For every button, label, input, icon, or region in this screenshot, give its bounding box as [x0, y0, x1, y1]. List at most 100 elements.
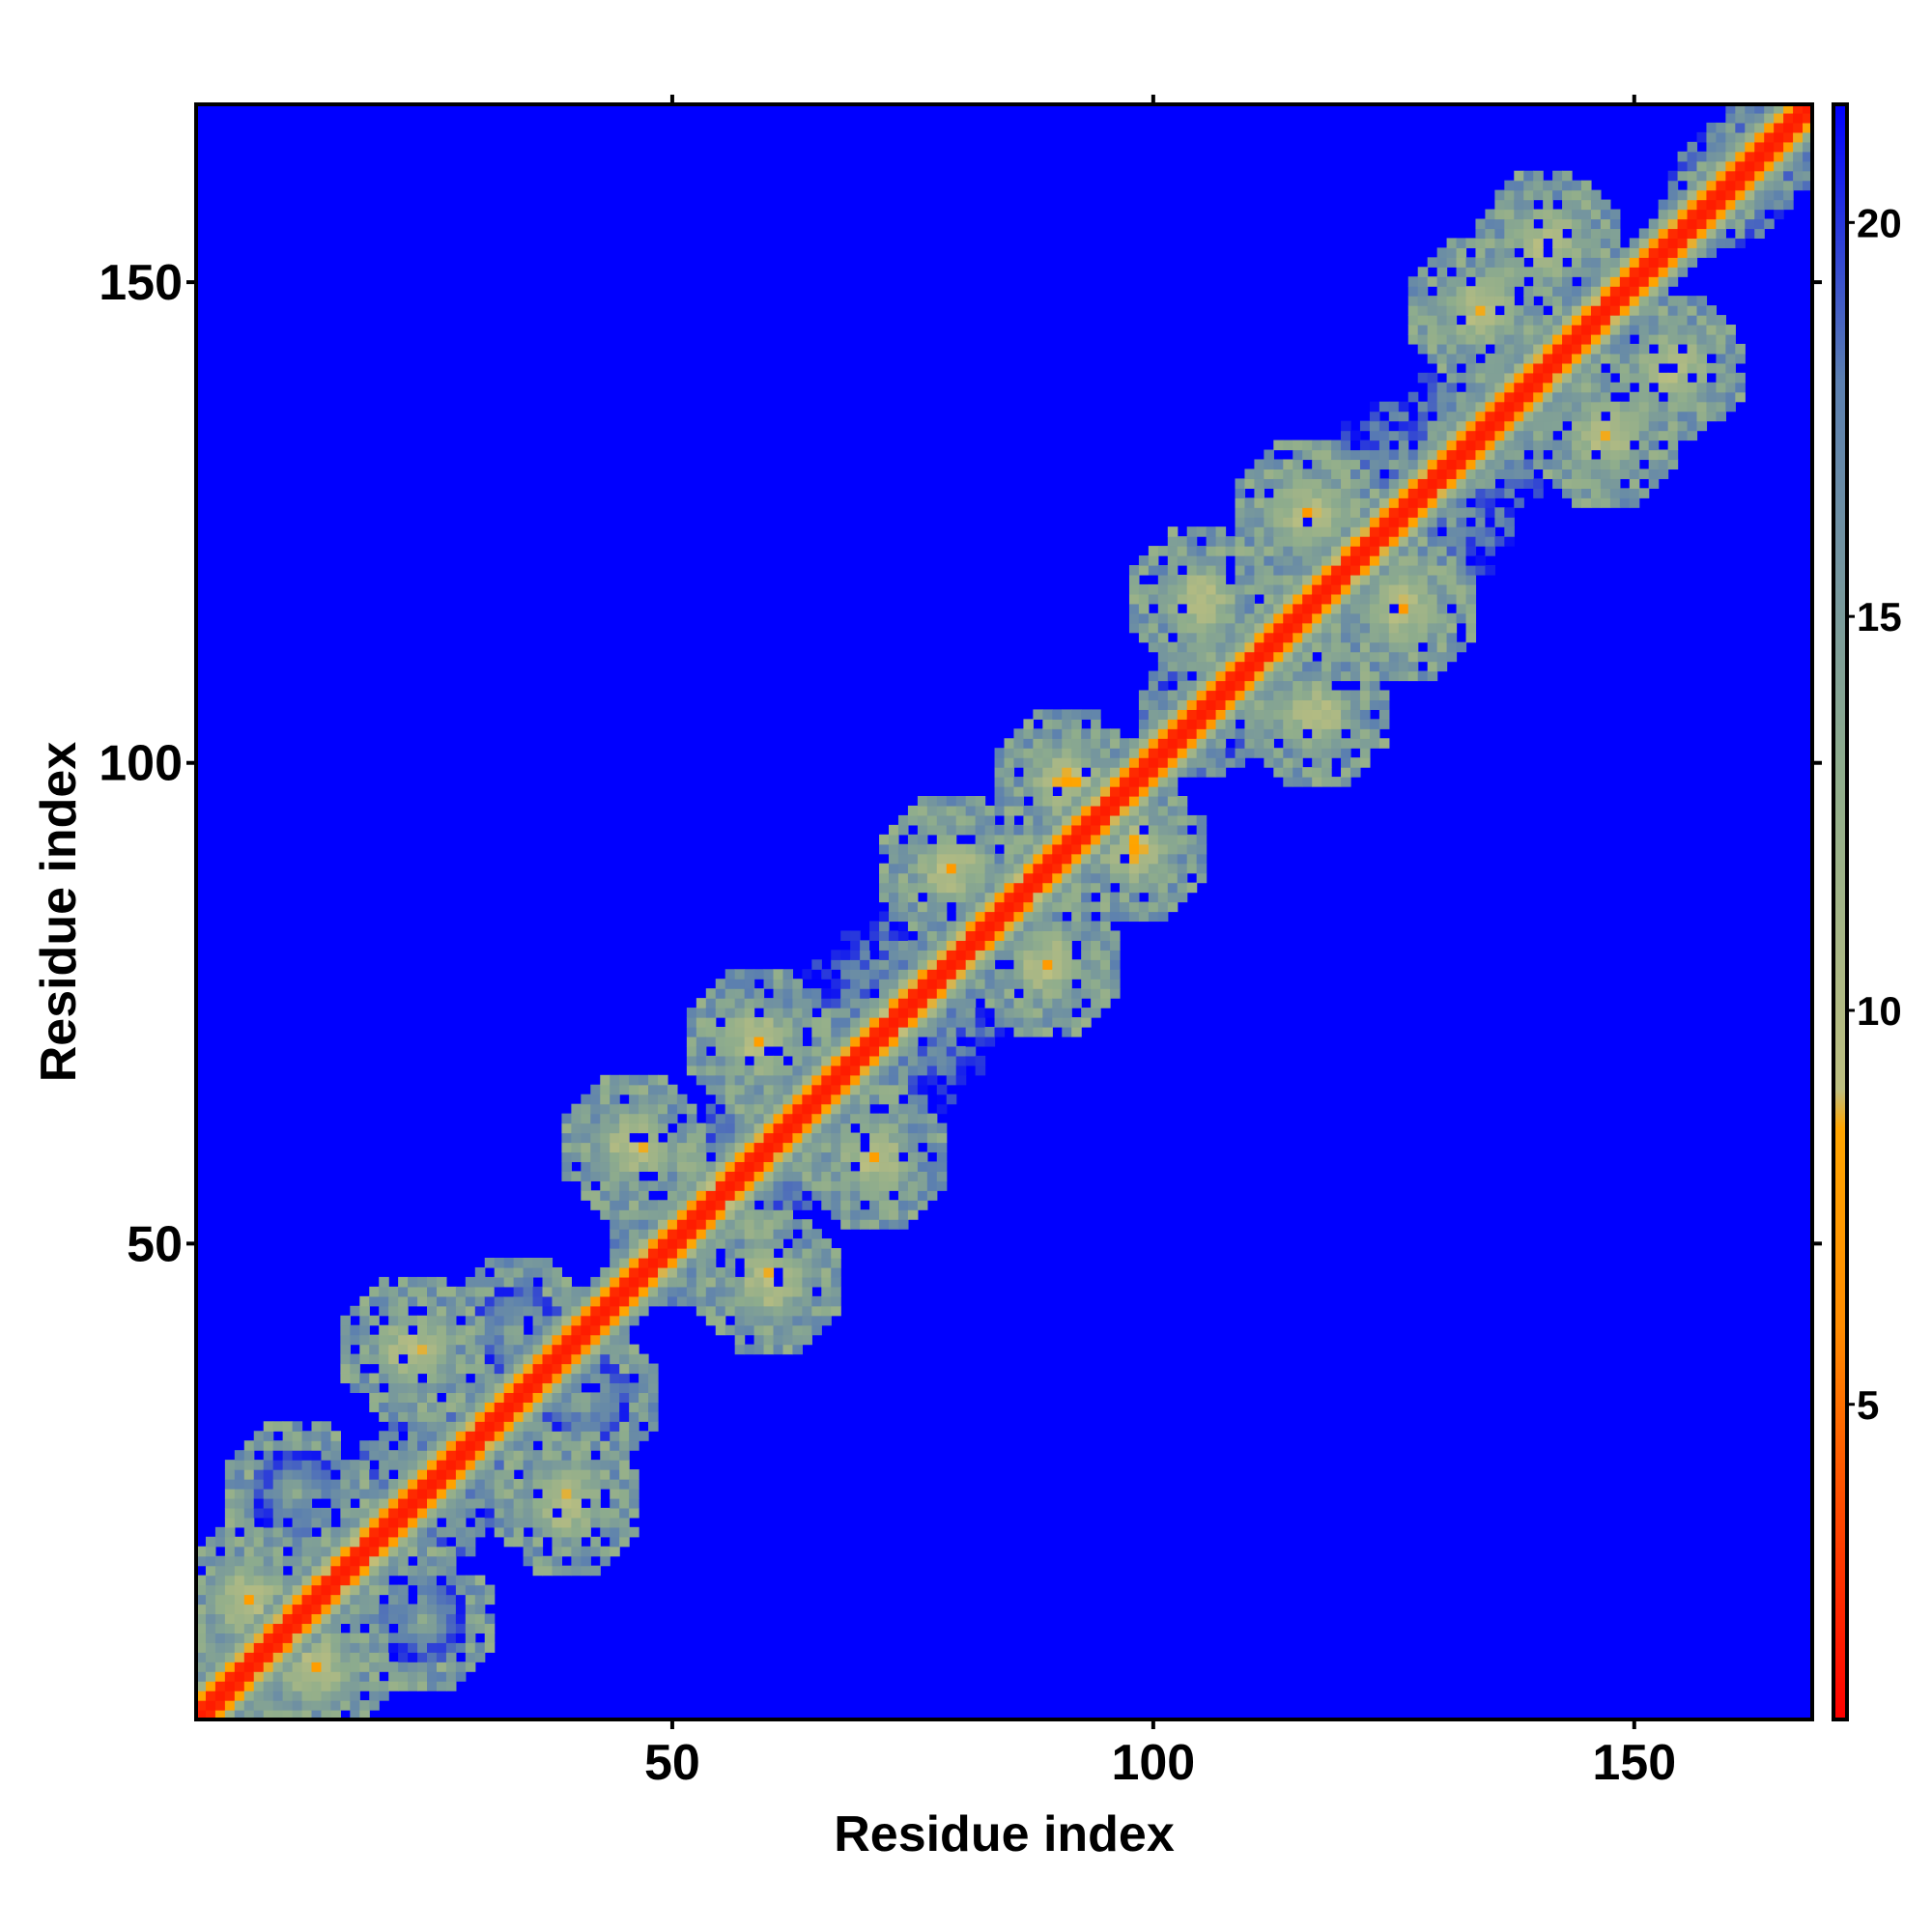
heatmap-cell	[1581, 459, 1592, 470]
heatmap-cell	[1417, 612, 1429, 624]
heatmap-cell	[1004, 843, 1015, 855]
heatmap-cell	[1100, 872, 1111, 884]
heatmap-cell	[1427, 315, 1438, 326]
heatmap-cell	[831, 1027, 841, 1037]
heatmap-cell	[465, 1334, 476, 1346]
heatmap-cell	[994, 863, 1006, 874]
heatmap-cell	[897, 930, 909, 941]
heatmap-cell	[494, 1460, 505, 1470]
heatmap-cell	[532, 1497, 544, 1509]
heatmap-cell	[936, 853, 948, 865]
heatmap-cell	[417, 1526, 428, 1538]
heatmap-cell	[840, 1094, 851, 1105]
heatmap-cell	[427, 1507, 438, 1519]
heatmap-cell	[350, 1507, 360, 1519]
heatmap-cell	[292, 1431, 303, 1441]
heatmap-cell	[1572, 189, 1582, 201]
heatmap-cell	[1235, 546, 1246, 556]
heatmap-cell	[1062, 979, 1072, 989]
heatmap-cell	[840, 1008, 851, 1018]
heatmap-cell	[1071, 882, 1082, 894]
heatmap-cell	[1648, 247, 1660, 258]
heatmap-cell	[455, 1431, 467, 1441]
heatmap-cell	[1138, 872, 1150, 884]
heatmap-cell	[359, 1440, 370, 1451]
heatmap-cell	[224, 1469, 236, 1480]
heatmap-cell	[1562, 353, 1573, 364]
heatmap-cell	[792, 1258, 803, 1268]
heatmap-cell	[1543, 257, 1553, 268]
heatmap-cell	[889, 1209, 899, 1220]
heatmap-cell	[1302, 469, 1313, 479]
heatmap-cell	[253, 1623, 265, 1634]
heatmap-cell	[571, 1305, 582, 1317]
heatmap-cell	[1456, 391, 1467, 403]
heatmap-cell	[1302, 488, 1313, 498]
heatmap-cell	[686, 1142, 697, 1153]
heatmap-cell	[1091, 748, 1101, 758]
heatmap-cell	[1312, 632, 1322, 643]
heatmap-cell	[1091, 834, 1101, 845]
heatmap-cell	[773, 1103, 784, 1115]
heatmap-cell	[840, 1084, 851, 1095]
heatmap-cell	[523, 1392, 534, 1403]
heatmap-cell	[196, 1613, 207, 1625]
heatmap-cell	[1417, 420, 1429, 432]
heatmap-cell	[1388, 430, 1400, 441]
heatmap-cell	[1023, 901, 1034, 913]
heatmap-cell	[379, 1526, 389, 1538]
heatmap-cell	[907, 863, 919, 874]
heatmap-cell	[1138, 583, 1150, 595]
heatmap-cell	[1052, 892, 1063, 903]
heatmap-cell	[321, 1450, 332, 1461]
heatmap-cell	[1629, 276, 1640, 287]
heatmap-cell	[1157, 777, 1169, 787]
heatmap-cell	[1572, 478, 1582, 489]
heatmap-cell	[1148, 719, 1159, 729]
heatmap-cell	[907, 1122, 919, 1134]
heatmap-cell	[1312, 469, 1322, 479]
heatmap-cell	[1436, 507, 1448, 518]
heatmap-cell	[1369, 651, 1380, 663]
heatmap-cell	[955, 940, 967, 951]
heatmap-cell	[1167, 796, 1179, 807]
heatmap-cell	[1446, 632, 1458, 643]
heatmap-cell	[1167, 593, 1179, 605]
heatmap-cell	[292, 1681, 303, 1691]
heatmap-cell	[1177, 680, 1188, 692]
heatmap-cell	[1110, 834, 1121, 845]
heatmap-cell	[1157, 709, 1169, 720]
heatmap-cell	[629, 1103, 639, 1115]
heatmap-cell	[648, 1113, 659, 1124]
heatmap-cell	[917, 872, 928, 884]
heatmap-cell	[763, 979, 775, 989]
heatmap-cell	[1456, 526, 1467, 537]
heatmap-cell	[350, 1305, 360, 1317]
heatmap-cell	[1312, 517, 1322, 527]
heatmap-cell	[1456, 305, 1467, 316]
heatmap-cell	[600, 1479, 611, 1490]
heatmap-cell	[889, 1017, 899, 1028]
heatmap-cell	[782, 1151, 794, 1163]
heatmap-cell	[359, 1642, 370, 1653]
heatmap-cell	[542, 1353, 554, 1365]
heatmap-cell	[1417, 651, 1429, 663]
heatmap-cell	[763, 1055, 775, 1066]
heatmap-cell	[1225, 690, 1236, 701]
heatmap-cell	[600, 1171, 611, 1181]
heatmap-cell	[907, 1103, 919, 1115]
heatmap-cell	[1177, 593, 1188, 605]
heatmap-cell	[1485, 391, 1495, 403]
heatmap-cell	[330, 1642, 341, 1653]
heatmap-cell	[301, 1575, 313, 1586]
heatmap-cell	[1120, 786, 1130, 797]
heatmap-cell	[658, 1248, 668, 1259]
heatmap-cell	[359, 1507, 370, 1519]
heatmap-cell	[792, 1055, 803, 1066]
heatmap-cell	[571, 1431, 582, 1441]
heatmap-cell	[1264, 622, 1274, 634]
heatmap-cell	[821, 1132, 832, 1144]
heatmap-cell	[359, 1497, 370, 1509]
heatmap-cell	[917, 1027, 928, 1037]
heatmap-cell	[1081, 824, 1092, 836]
